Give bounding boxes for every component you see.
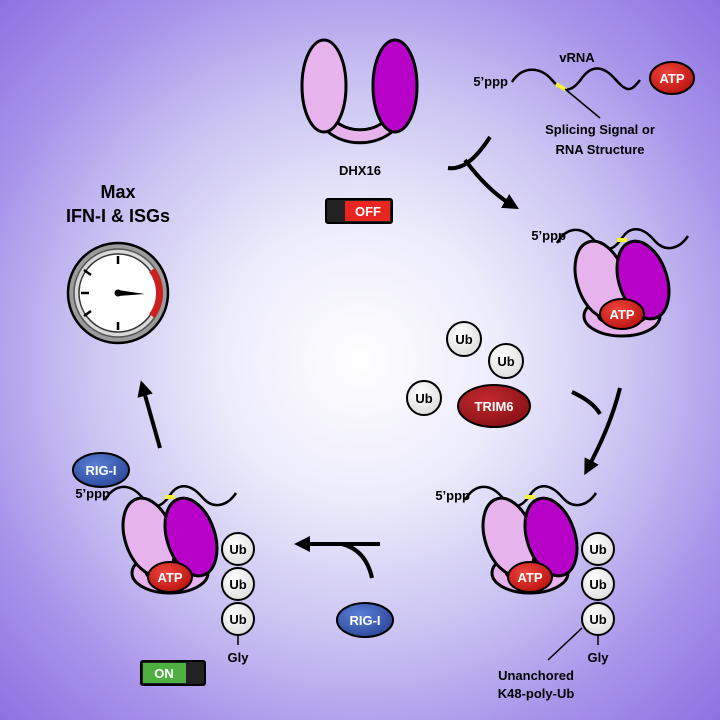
svg-text:RIG-I: RIG-I (349, 613, 380, 628)
complex-a-5ppp-label: 5’ppp (531, 228, 566, 243)
svg-text:Ub: Ub (229, 612, 246, 627)
svg-text:RIG-I: RIG-I (85, 463, 116, 478)
splicing-label-line1: Splicing Signal or (545, 122, 655, 137)
ub-free-3: Ub (406, 380, 442, 416)
dhx16-label: DHX16 (339, 163, 381, 178)
vrna-strand (510, 67, 641, 91)
svg-text:Ub: Ub (589, 612, 606, 627)
arrow-rigi-recruit (294, 536, 380, 579)
complex-c-gly-label: Gly (228, 650, 250, 665)
dhx16-complex-ub: ATP (463, 484, 598, 595)
splicing-signal-mark (554, 82, 568, 92)
complex-b-atp-label: ATP (517, 570, 542, 585)
svg-text:Ub: Ub (455, 332, 472, 347)
complex-b-ub-chain: Ub Ub Ub (581, 532, 615, 645)
svg-text:Ub: Ub (229, 542, 246, 557)
output-gauge (66, 241, 170, 345)
on-switch-label: ON (154, 666, 174, 681)
ub-free-2: Ub (488, 343, 524, 379)
unanchored-pointer-line (547, 627, 583, 661)
complex-a-atp-label: ATP (609, 307, 634, 322)
unanchored-label-line2: K48-poly-Ub (498, 686, 575, 701)
arrow-ubiquitination (571, 387, 622, 476)
complex-b-5ppp-label: 5’ppp (435, 488, 470, 503)
svg-text:Ub: Ub (415, 391, 432, 406)
dhx16-helicase (300, 38, 419, 145)
dhx16-complex-atp: ATP (555, 227, 690, 338)
rigi-complex-active: ATP (103, 484, 238, 595)
splicing-label-line2: RNA Structure (555, 142, 644, 157)
vrna-5ppp-label: 5’ppp (473, 74, 508, 89)
trim6-badge: TRIM6 (457, 384, 531, 428)
max-label-line1: Max (100, 182, 135, 202)
arrow-binding (447, 135, 519, 210)
svg-text:TRIM6: TRIM6 (475, 399, 514, 414)
on-switch[interactable]: ON (140, 660, 206, 686)
ub-free-1: Ub (446, 321, 482, 357)
complex-c-5ppp-label: 5’ppp (75, 486, 110, 501)
unanchored-label-line1: Unanchored (498, 668, 574, 683)
arrow-to-max (137, 380, 162, 449)
atp-badge-free: ATP (649, 61, 695, 95)
off-switch-label: OFF (355, 204, 381, 219)
max-label-line2: IFN-I & ISGs (66, 206, 170, 226)
splicing-pointer-line (564, 88, 601, 119)
svg-text:Ub: Ub (589, 577, 606, 592)
complex-c-atp-label: ATP (157, 570, 182, 585)
svg-text:Ub: Ub (497, 354, 514, 369)
svg-text:Ub: Ub (229, 577, 246, 592)
rigi-badge-bound: RIG-I (72, 452, 130, 488)
vrna-label: vRNA (559, 50, 595, 65)
complex-c-ub-chain: Ub Ub Ub (221, 532, 255, 645)
rigi-badge-free: RIG-I (336, 602, 394, 638)
complex-b-gly-label: Gly (588, 650, 610, 665)
svg-text:Ub: Ub (589, 542, 606, 557)
svg-text:ATP: ATP (659, 71, 684, 86)
off-switch[interactable]: OFF (325, 198, 393, 224)
